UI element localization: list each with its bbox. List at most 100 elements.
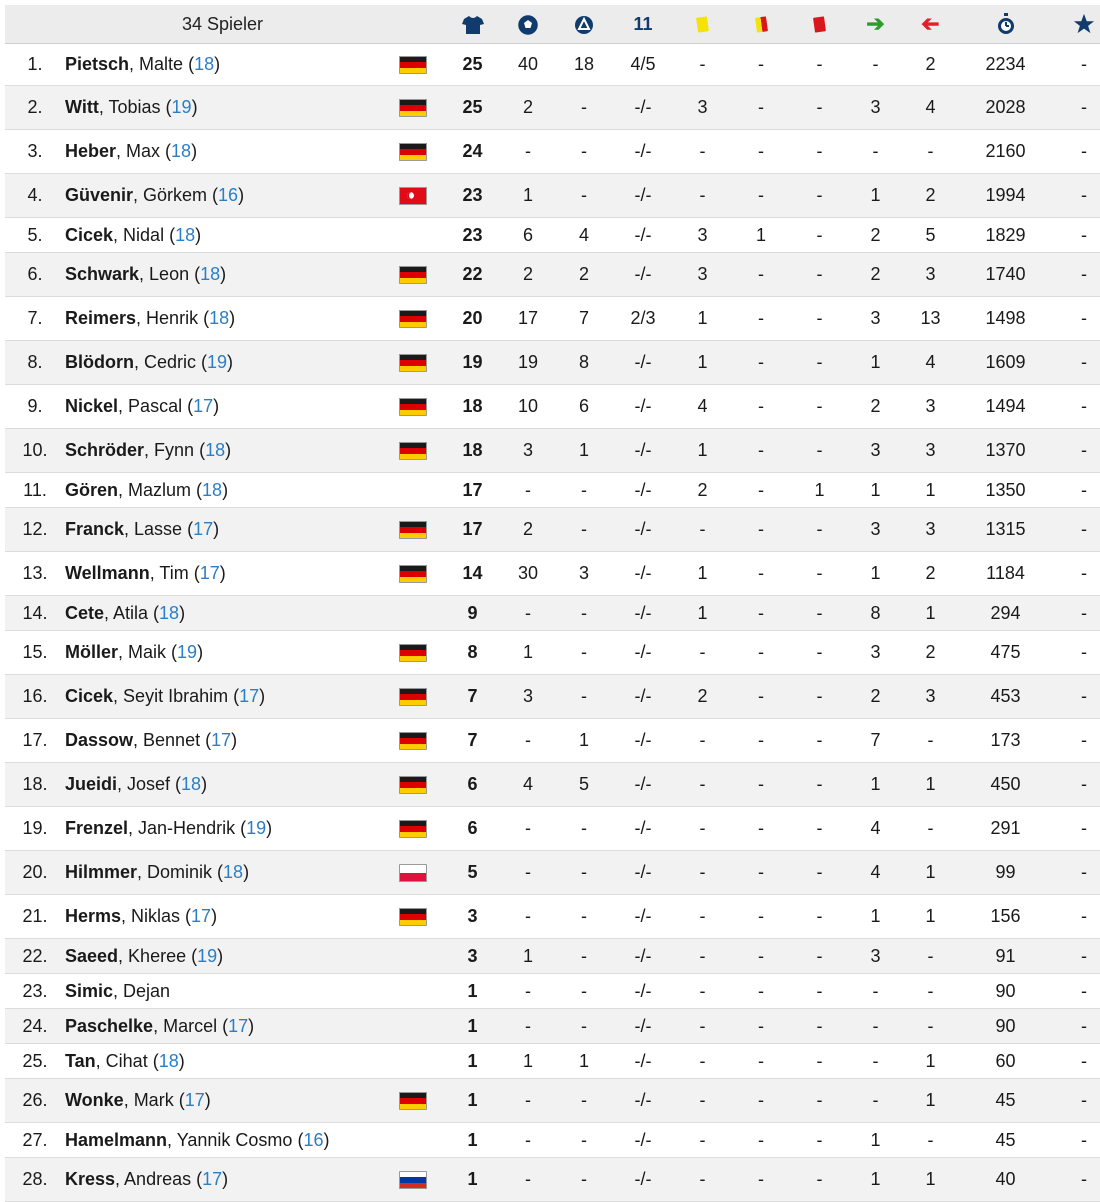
player-age-link[interactable]: 18: [159, 602, 180, 623]
player-age-link[interactable]: 18: [209, 308, 230, 328]
player-surname-link[interactable]: Hamelmann: [65, 1129, 168, 1150]
player-surname-link[interactable]: Cicek: [65, 686, 114, 706]
header-yellow-red-cards[interactable]: [731, 5, 791, 44]
player-surname-link[interactable]: Blödorn: [65, 352, 134, 372]
player-yellow: -: [674, 938, 731, 974]
player-surname-link[interactable]: Tan: [65, 1050, 96, 1071]
player-age-link[interactable]: 16: [303, 1129, 324, 1150]
player-sub-out: -: [903, 938, 958, 974]
player-surname-link[interactable]: Cicek: [65, 224, 114, 245]
player-assists: 4: [556, 217, 612, 253]
header-penalties[interactable]: 11: [612, 5, 674, 44]
player-name-cell: Simic, Dejan: [65, 973, 380, 1009]
player-surname-link[interactable]: Pietsch: [65, 54, 130, 74]
player-age-link[interactable]: 17: [239, 686, 260, 706]
header-sub-out[interactable]: ➔: [903, 5, 958, 44]
player-nationality-cell: [380, 428, 445, 473]
player-surname-link[interactable]: Hilmmer: [65, 862, 138, 882]
player-surname-link[interactable]: Frenzel: [65, 818, 129, 838]
player-surname-link[interactable]: Schröder: [65, 440, 145, 460]
player-surname-link[interactable]: Nickel: [65, 396, 119, 416]
player-age-link[interactable]: 18: [194, 54, 215, 74]
player-assists: 1: [556, 718, 612, 763]
player-surname-link[interactable]: Heber: [65, 141, 117, 161]
player-surname-link[interactable]: Herms: [65, 906, 122, 926]
player-apps: 23: [445, 173, 500, 218]
player-assists: 18: [556, 43, 612, 86]
player-surname-link[interactable]: Jueidi: [65, 774, 118, 794]
player-surname-link[interactable]: Reimers: [65, 308, 137, 328]
player-surname-link[interactable]: Wellmann: [65, 563, 150, 583]
header-minutes[interactable]: [958, 5, 1053, 44]
player-age-link[interactable]: 19: [207, 352, 228, 372]
player-surname-link[interactable]: Witt: [65, 97, 99, 117]
player-surname-link[interactable]: Paschelke: [65, 1015, 154, 1036]
player-surname-link[interactable]: Schwark: [65, 264, 140, 284]
player-goals: 2: [500, 507, 556, 552]
header-rating[interactable]: [1053, 5, 1100, 44]
player-surname-link[interactable]: Güvenir: [65, 185, 134, 205]
player-surname-link[interactable]: Kress: [65, 1169, 116, 1189]
player-sub-in: 2: [848, 384, 903, 429]
player-age-link[interactable]: 18: [200, 264, 221, 284]
player-red: -: [791, 85, 848, 130]
player-age-link[interactable]: 18: [205, 440, 226, 460]
table-row: 2. Witt, Tobias (19) 25 2- -/- 3- -3 4 2028-: [5, 85, 1100, 130]
player-age-link[interactable]: 17: [191, 906, 212, 926]
player-sub-out: 1: [903, 472, 958, 508]
flag-icon: [398, 143, 427, 162]
header-players-count[interactable]: 34 Spieler: [65, 5, 380, 44]
player-age-link[interactable]: 18: [171, 141, 192, 161]
player-red: -: [791, 551, 848, 596]
player-star: -: [1053, 595, 1100, 631]
player-age-link[interactable]: 17: [193, 396, 214, 416]
header-yellow-cards[interactable]: [674, 5, 731, 44]
header-assists[interactable]: [556, 5, 612, 44]
star-icon: [1073, 14, 1095, 34]
player-age-link[interactable]: 18: [158, 1050, 179, 1071]
player-age-link[interactable]: 17: [228, 1015, 249, 1036]
header-sub-in[interactable]: ➔: [848, 5, 903, 44]
player-sub-out: 3: [903, 252, 958, 297]
player-yellow: 3: [674, 252, 731, 297]
flag-icon: [398, 99, 427, 118]
player-age-link[interactable]: 18: [223, 862, 244, 882]
table-row: 10. Schröder, Fynn (18) 18 3 1 -/- 1- -3 3 1370-: [5, 428, 1100, 473]
player-surname-link[interactable]: Franck: [65, 519, 125, 539]
player-age-link[interactable]: 19: [177, 642, 198, 662]
header-goals[interactable]: [500, 5, 556, 44]
player-surname-link[interactable]: Wonke: [65, 1090, 124, 1110]
table-row: 5. Cicek, Nidal (18) 23 6 4 -/- 3 1-2 5 1829-: [5, 217, 1100, 253]
player-name-cell: Paschelke, Marcel (17): [65, 1008, 380, 1044]
player-yellowred: -: [731, 43, 791, 86]
player-surname-link[interactable]: Simic: [65, 980, 114, 1001]
player-age-link[interactable]: 17: [211, 730, 232, 750]
player-surname-link[interactable]: Saeed: [65, 945, 119, 966]
player-age-link[interactable]: 19: [197, 945, 218, 966]
player-age-link[interactable]: 18: [202, 479, 223, 500]
player-age-link[interactable]: 17: [184, 1090, 205, 1110]
player-rank: 23.: [5, 973, 65, 1009]
player-surname-link[interactable]: Cete: [65, 602, 105, 623]
player-nationality-cell: [380, 1008, 445, 1044]
player-pens: -/-: [612, 674, 674, 719]
player-surname-link[interactable]: Dassow: [65, 730, 134, 750]
player-age-link[interactable]: 19: [171, 97, 192, 117]
player-age-link[interactable]: 19: [246, 818, 267, 838]
player-sub-in: -: [848, 973, 903, 1009]
player-age-link[interactable]: 17: [202, 1169, 223, 1189]
player-sub-out: -: [903, 1008, 958, 1044]
player-nationality-cell: [380, 217, 445, 253]
player-age-link[interactable]: 17: [199, 563, 220, 583]
player-surname-link[interactable]: Gören: [65, 479, 119, 500]
player-age-link[interactable]: 17: [193, 519, 214, 539]
player-surname-link[interactable]: Möller: [65, 642, 119, 662]
player-age-link[interactable]: 18: [181, 774, 202, 794]
player-age-link[interactable]: 18: [175, 224, 196, 245]
header-appearances[interactable]: [445, 5, 500, 44]
flag-icon: [398, 644, 427, 663]
player-age-link[interactable]: 16: [218, 185, 239, 205]
header-red-cards[interactable]: [791, 5, 848, 44]
player-red: -: [791, 1122, 848, 1158]
player-name-cell: Nickel, Pascal (17): [65, 384, 380, 429]
